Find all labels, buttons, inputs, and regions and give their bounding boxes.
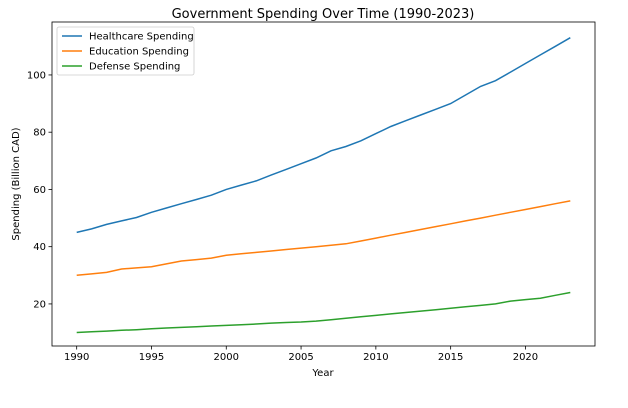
legend-box xyxy=(56,26,195,76)
y-axis-label: Spending (Billion CAD) xyxy=(11,127,22,240)
x-tick-label: 2005 xyxy=(288,352,313,363)
x-tick-label: 2015 xyxy=(438,352,463,363)
legend-label: Defense Spending xyxy=(89,62,180,73)
y-tick-label: 100 xyxy=(27,70,46,81)
y-tick-label: 60 xyxy=(33,185,46,196)
legend: Healthcare Spending Education Spending Def… xyxy=(56,26,195,76)
y-tick-label: 80 xyxy=(33,128,46,139)
y-tick-label: 20 xyxy=(33,299,46,310)
y-tick-label: 40 xyxy=(33,242,46,253)
series-line-education-spending xyxy=(76,200,571,277)
series-line-healthcare-spending xyxy=(76,37,571,234)
legend-label: Healthcare Spending xyxy=(89,32,194,43)
plot-frame xyxy=(51,21,596,347)
x-tick-label: 2010 xyxy=(363,352,388,363)
x-tick-label: 2000 xyxy=(214,352,239,363)
x-tick-label: 2020 xyxy=(513,352,538,363)
x-tick-label: 1990 xyxy=(64,352,89,363)
chart-title: Government Spending Over Time (1990-2023… xyxy=(172,7,475,22)
x-tick-label: 1995 xyxy=(139,352,164,363)
series-line-defense-spending xyxy=(76,291,571,334)
legend-label: Education Spending xyxy=(89,47,189,58)
x-axis-label: Year xyxy=(311,368,334,379)
